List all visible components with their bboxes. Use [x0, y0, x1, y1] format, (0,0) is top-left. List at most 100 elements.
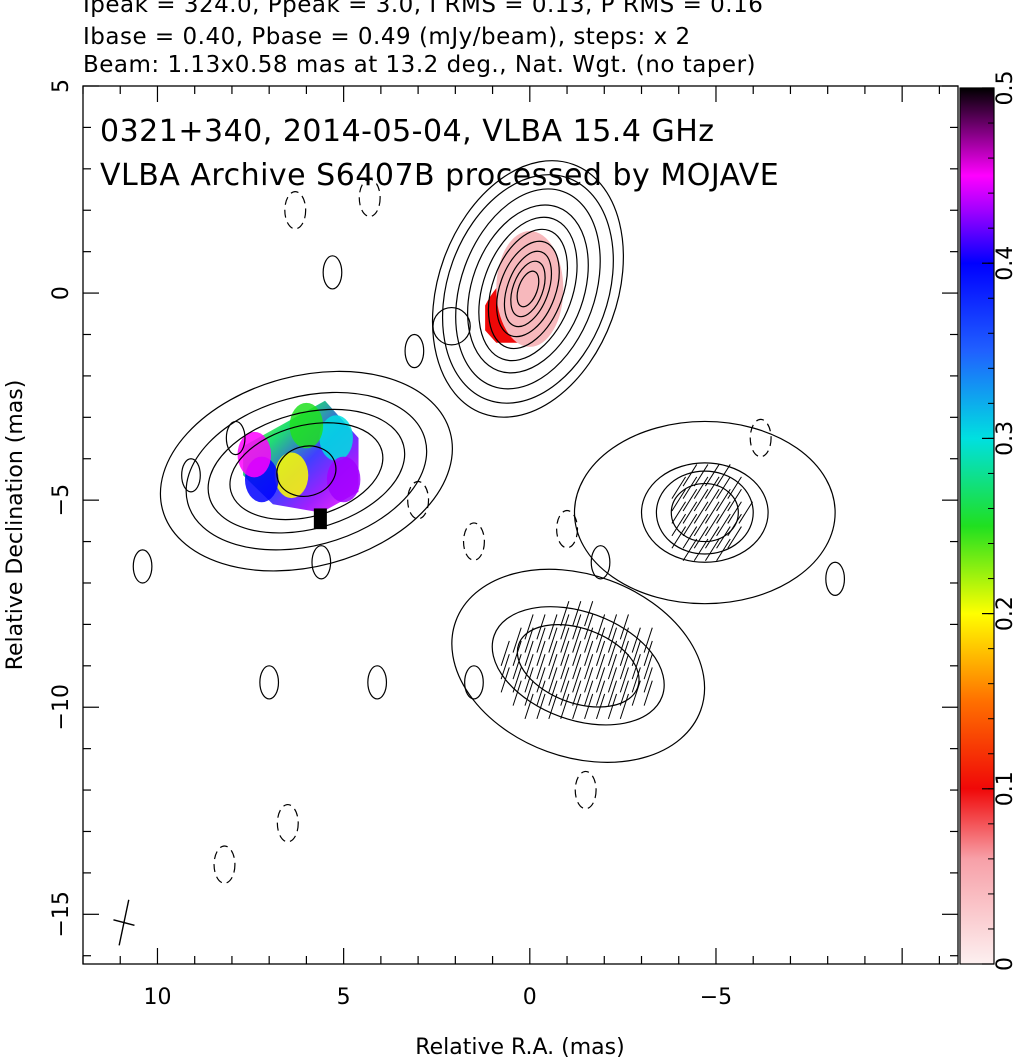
negative-contour	[749, 418, 772, 458]
south-knot-evpa	[619, 654, 629, 680]
south-knot-evpa	[631, 680, 641, 706]
south-knot-evpa	[512, 667, 522, 693]
south-knot-evpa	[548, 654, 558, 680]
south-knot-evpa	[536, 654, 546, 680]
south-knot-evpa	[607, 680, 618, 706]
south-knot-evpa	[643, 667, 653, 693]
west-knot-evpa	[682, 489, 698, 512]
colorbar	[959, 87, 995, 965]
south-knot-evpa	[524, 654, 534, 680]
small-contour	[825, 561, 846, 597]
south-knot-evpa	[572, 680, 582, 706]
negative-contour	[358, 178, 381, 218]
negative-contour	[462, 522, 485, 561]
west-knot-evpa	[704, 489, 720, 512]
west-knot-evpa	[716, 464, 731, 487]
y-tick-label: 5	[49, 79, 74, 93]
south-knot-contour	[491, 606, 665, 726]
south-knot-evpa	[572, 601, 582, 627]
east-jet-contour	[229, 422, 384, 521]
chart-title: 0321+340, 2014-05-04, VLBA 15.4 GHz	[100, 114, 715, 149]
pol-patch	[326, 456, 361, 503]
south-knot-evpa	[548, 693, 558, 720]
south-knot-evpa	[560, 627, 570, 653]
core-contour	[503, 250, 553, 328]
west-knot-evpa	[682, 476, 698, 499]
west-knot-evpa	[693, 464, 709, 487]
colorbar-tick-label: 0.4	[993, 246, 1018, 281]
west-knot-evpa	[693, 489, 709, 512]
colorbar-tick-label: 0.2	[993, 596, 1018, 631]
small-contour	[367, 665, 388, 700]
south-knot-evpa	[643, 680, 653, 706]
south-knot-evpa	[584, 680, 594, 706]
west-knot-evpa	[727, 476, 742, 499]
west-knot-evpa	[716, 526, 731, 549]
west-knot-evpa	[704, 501, 720, 524]
y-axis-label: Relative Declination (mas)	[3, 380, 28, 671]
y-tick-label: −5	[49, 484, 74, 516]
x-tick-label: 10	[143, 985, 171, 1010]
south-knot-evpa	[572, 614, 582, 640]
east-jet-contour	[276, 445, 337, 497]
small-contour	[259, 665, 280, 700]
south-knot-evpa	[524, 640, 534, 666]
south-knot-evpa	[560, 667, 570, 693]
south-knot-evpa	[584, 640, 594, 666]
south-knot-evpa	[524, 627, 534, 653]
south-knot-evpa	[596, 614, 606, 640]
core-side-knot-contour	[432, 306, 471, 346]
south-knot-evpa	[584, 654, 594, 680]
east-jet-contour	[207, 408, 406, 534]
south-knot-evpa	[524, 614, 534, 640]
south-knot-evpa	[548, 667, 558, 693]
small-contour	[311, 545, 332, 580]
south-knot-evpa	[500, 654, 510, 680]
south-knot-evpa	[500, 667, 510, 693]
y-tick-label: −10	[49, 684, 74, 730]
colorbar-ticks: 0 0.1 0.2 0.3 0.4 0.5	[982, 71, 1018, 971]
axis-ticks	[82, 85, 958, 964]
west-knot-evpa	[682, 526, 698, 549]
beam-minor-axis	[113, 919, 135, 927]
south-knot-evpa	[619, 680, 629, 706]
header-beam-line: Beam: 1.13x0.58 mas at 13.2 deg., Nat. W…	[83, 52, 756, 78]
west-knot-evpa	[671, 526, 687, 549]
south-knot-evpa	[596, 640, 606, 666]
west-knot-evpa	[682, 538, 698, 561]
west-knot-evpa	[704, 476, 720, 499]
south-knot-contour	[516, 624, 640, 708]
core-contour	[510, 260, 546, 318]
south-knot-evpa	[619, 640, 629, 666]
west-knot-contour	[670, 482, 739, 543]
south-knot-evpa	[512, 627, 522, 653]
south-knot-evpa	[584, 614, 594, 640]
south-knot-evpa	[631, 627, 641, 653]
south-knot-evpa	[584, 667, 594, 693]
south-knot-evpa	[572, 667, 582, 693]
west-knot-evpa	[671, 513, 687, 537]
south-knot-evpa	[536, 680, 546, 706]
west-knot-evpa	[716, 476, 731, 499]
west-knot-evpa	[704, 464, 720, 487]
south-knot-evpa	[607, 640, 618, 666]
x-tick-label: 5	[337, 985, 351, 1010]
core-contour	[496, 240, 560, 338]
south-knot-evpa	[584, 627, 594, 653]
core-contour	[455, 188, 601, 390]
x-tick-label: −5	[700, 985, 732, 1010]
small-contour	[590, 545, 611, 580]
core-contour	[478, 216, 578, 362]
chart-subtitle: VLBA Archive S6407B processed by MOJAVE	[100, 158, 779, 193]
core-contour	[431, 160, 624, 418]
pol-patch	[319, 415, 353, 461]
core-contour	[467, 204, 589, 374]
south-knot-evpa	[631, 667, 641, 693]
west-knot-contour	[655, 470, 754, 555]
small-contour	[181, 458, 201, 493]
south-knot-evpa	[524, 667, 534, 693]
polarization-vectors	[500, 464, 754, 720]
south-knot-evpa	[572, 627, 582, 653]
south-knot-evpa	[584, 601, 594, 627]
core-contour	[441, 174, 614, 404]
